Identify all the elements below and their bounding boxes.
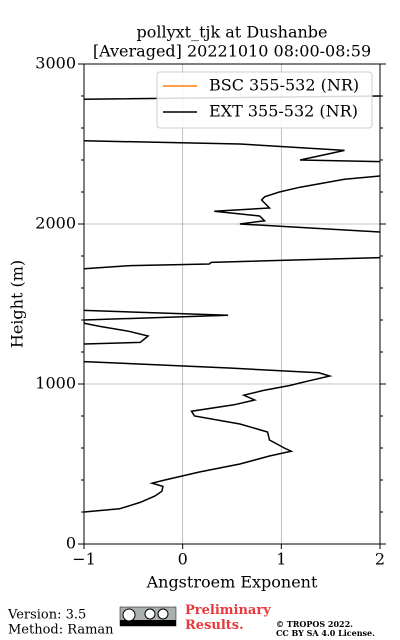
x-tick-label: 2	[375, 550, 385, 569]
x-tick-label: 0	[178, 550, 188, 569]
legend-box	[156, 71, 373, 129]
method: Method: Raman	[8, 623, 114, 638]
cc-badge	[119, 606, 177, 627]
y-tick-label: 2000	[35, 214, 76, 233]
y-tick-label: 1000	[35, 374, 76, 393]
plot-frame	[83, 63, 381, 545]
y-tick-label: 0	[66, 534, 76, 553]
version: Version: 3.5	[7, 608, 86, 623]
license: CC BY SA 4.0 License.	[276, 628, 375, 638]
x-tick-label: −1	[72, 550, 96, 569]
plot-area	[84, 95, 380, 513]
title-line: pollyxt_tjk at Dushanbe	[136, 23, 327, 42]
legend-label: EXT 355-532 (NR)	[209, 102, 358, 121]
title-line: [Averaged] 20221010 08:00-08:59	[93, 42, 371, 61]
legend-label: BSC 355-532 (NR)	[209, 76, 359, 95]
x-axis-label: Angstroem Exponent	[146, 573, 318, 592]
preliminary: Preliminary Results.	[185, 603, 271, 633]
x-tick-label: 1	[276, 550, 286, 569]
y-tick-label: 3000	[35, 54, 76, 73]
y-axis-label: Height (m)	[8, 260, 27, 348]
copyright: © TROPOS 2022.	[276, 619, 353, 629]
series-line	[84, 95, 380, 513]
